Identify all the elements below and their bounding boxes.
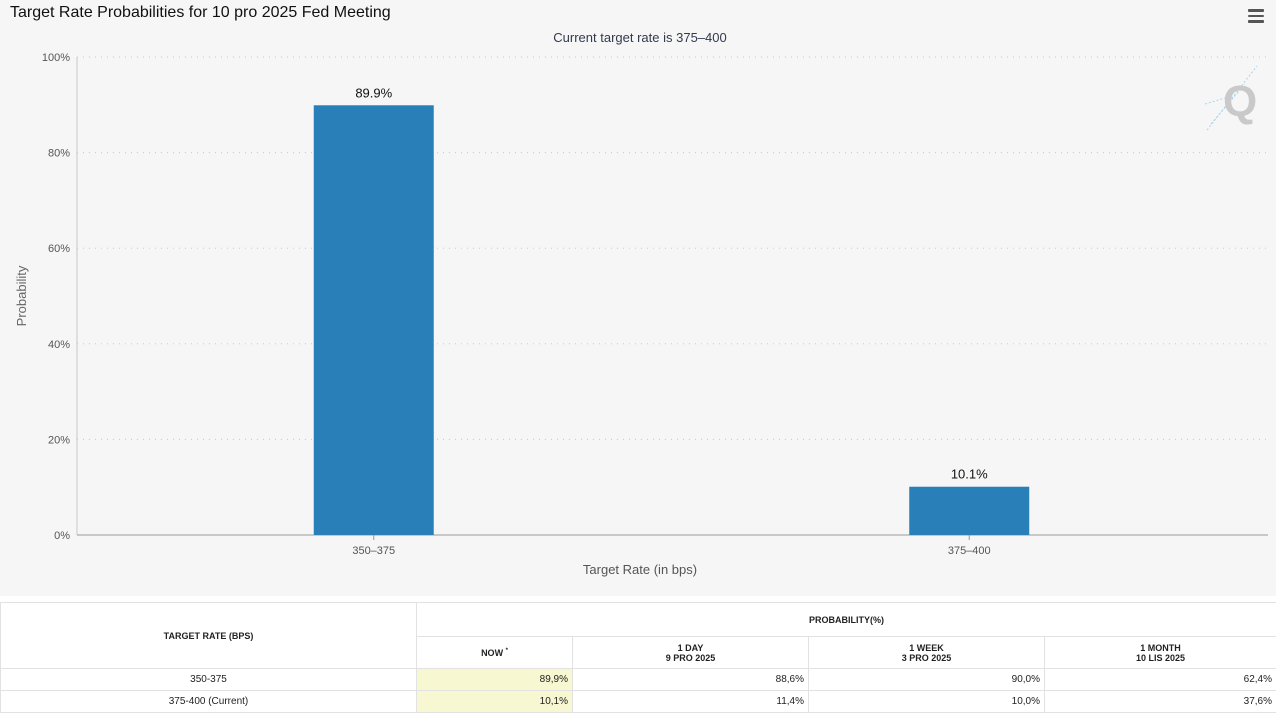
chart-subtitle: Current target rate is 375–400 <box>553 30 726 45</box>
value-cell: 90,0% <box>808 668 1045 691</box>
col-header-1day: 1 DAY 9 PRO 2025 <box>572 636 809 669</box>
table-row: 350-375 89,9% 88,6% 90,0% 62,4% <box>0 668 1276 691</box>
value-cell: 62,4% <box>1044 668 1276 691</box>
col-header-now: NOW * <box>416 636 573 669</box>
x-tick-label: 350–375 <box>352 545 395 557</box>
col-header-1week: 1 WEEK 3 PRO 2025 <box>808 636 1045 669</box>
table-row: 375-400 (Current) 10,1% 11,4% 10,0% 37,6… <box>0 690 1276 713</box>
y-tick-label: 80% <box>48 148 70 160</box>
logo-watermark-icon: Q <box>1205 65 1258 131</box>
y-tick-label: 0% <box>54 530 70 542</box>
y-tick-label: 100% <box>42 52 70 64</box>
target-rate-header: TARGET RATE (BPS) <box>0 602 417 669</box>
value-cell: 37,6% <box>1044 690 1276 713</box>
rate-cell: 375-400 (Current) <box>0 690 417 713</box>
chart-panel: Target Rate Probabilities for 10 pro 202… <box>10 4 1268 577</box>
bar-350–375[interactable] <box>313 105 434 535</box>
value-cell-now: 10,1% <box>416 690 573 713</box>
data-label: 89.9% <box>355 85 392 100</box>
value-cell-now: 89,9% <box>416 668 573 691</box>
col-header-1month: 1 MONTH 10 LIS 2025 <box>1044 636 1276 669</box>
chart-title: Target Rate Probabilities for 10 pro 202… <box>10 4 391 21</box>
y-tick-label: 40% <box>48 339 70 351</box>
x-axis-title: Target Rate (in bps) <box>583 562 697 577</box>
value-cell: 88,6% <box>572 668 809 691</box>
probability-header: PROBABILITY(%) <box>416 602 1276 637</box>
rate-cell: 350-375 <box>0 668 417 691</box>
hamburger-menu-icon[interactable] <box>1248 9 1264 23</box>
y-tick-label: 60% <box>48 243 70 255</box>
y-axis-title: Probability <box>14 265 29 326</box>
value-cell: 10,0% <box>808 690 1045 713</box>
bar-375–400[interactable] <box>909 486 1030 535</box>
logo-letter: Q <box>1223 77 1257 126</box>
x-tick-label: 375–400 <box>948 545 991 557</box>
data-label: 10.1% <box>951 467 988 482</box>
probability-table: TARGET RATE (BPS) PROBABILITY(%) NOW * 1… <box>0 602 1276 713</box>
y-tick-label: 20% <box>48 434 70 446</box>
value-cell: 11,4% <box>572 690 809 713</box>
bar-chart: Current target rate is 375–400 0% 20% 40% 6… <box>14 30 1268 577</box>
